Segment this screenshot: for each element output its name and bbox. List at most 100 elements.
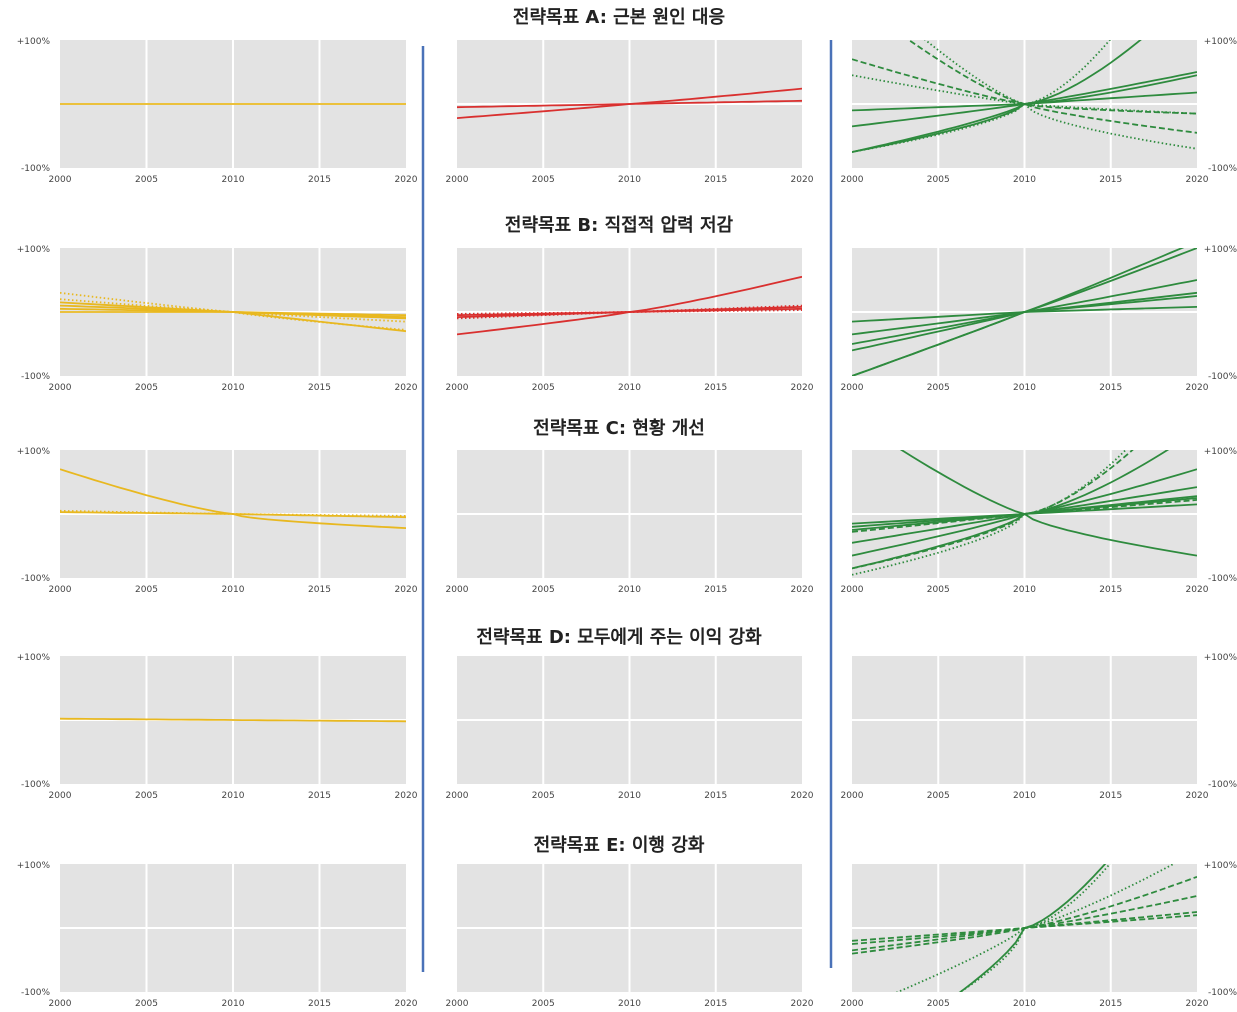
series-group bbox=[457, 275, 802, 336]
x-tick-label: 2000 bbox=[49, 999, 72, 1009]
x-tick-label: 2005 bbox=[927, 791, 950, 801]
x-tick-label: 2015 bbox=[308, 791, 331, 801]
x-tick-label: 2000 bbox=[446, 383, 469, 393]
panel-C-3: 2000 2005 2010 2015 2020 +100% -100% bbox=[841, 447, 1237, 595]
x-tick-label: 2010 bbox=[222, 175, 245, 185]
x-tick-label: 2015 bbox=[1099, 175, 1122, 185]
y-bottom-label: -100% bbox=[1208, 372, 1237, 382]
series-line bbox=[852, 40, 1112, 153]
x-tick-label: 2020 bbox=[1186, 791, 1209, 801]
series-line bbox=[60, 717, 406, 723]
y-top-label: +100% bbox=[17, 653, 51, 663]
series-group bbox=[60, 717, 406, 723]
series-group bbox=[852, 864, 1197, 992]
x-tick-label: 2005 bbox=[135, 585, 158, 595]
x-tick-label: 2010 bbox=[222, 791, 245, 801]
x-tick-label: 2000 bbox=[841, 175, 864, 185]
x-tick-label: 2010 bbox=[1013, 175, 1036, 185]
x-tick-label: 2020 bbox=[791, 585, 814, 595]
series-line bbox=[60, 298, 406, 323]
x-tick-label: 2005 bbox=[532, 175, 555, 185]
x-tick-label: 2005 bbox=[532, 585, 555, 595]
panel-A-1: 2000 2005 2010 2015 2020 +100% -100% bbox=[17, 37, 418, 185]
x-tick-label: 2020 bbox=[1186, 383, 1209, 393]
series-group bbox=[60, 468, 406, 529]
panel-A-3: 2000 2005 2010 2015 2020 +100% -100% bbox=[841, 37, 1237, 185]
x-tick-label: 2005 bbox=[927, 585, 950, 595]
panel-B-2: 2000 2005 2010 2015 2020 bbox=[446, 248, 814, 393]
x-tick-label: 2020 bbox=[791, 791, 814, 801]
y-bottom-label: -100% bbox=[21, 988, 50, 998]
x-tick-label: 2015 bbox=[704, 383, 727, 393]
row-title: 전략목표 E: 이행 강화 bbox=[534, 835, 705, 856]
row-title: 전략목표 D: 모두에게 주는 이익 강화 bbox=[476, 627, 762, 648]
y-bottom-label: -100% bbox=[21, 574, 50, 584]
x-tick-label: 2020 bbox=[395, 999, 418, 1009]
series-line bbox=[457, 87, 802, 119]
x-tick-label: 2005 bbox=[532, 791, 555, 801]
y-bottom-label: -100% bbox=[21, 164, 50, 174]
panel-D-1: 2000 2005 2010 2015 2020 +100% -100% bbox=[17, 653, 418, 801]
x-tick-label: 2000 bbox=[841, 383, 864, 393]
x-tick-label: 2000 bbox=[446, 791, 469, 801]
x-tick-label: 2000 bbox=[841, 791, 864, 801]
x-tick-label: 2000 bbox=[49, 585, 72, 595]
y-top-label: +100% bbox=[17, 37, 51, 47]
x-tick-label: 2015 bbox=[704, 999, 727, 1009]
x-tick-label: 2015 bbox=[308, 175, 331, 185]
panel-D-2: 2000 2005 2010 2015 2020 bbox=[446, 656, 814, 801]
x-tick-label: 2020 bbox=[395, 175, 418, 185]
x-tick-label: 2000 bbox=[49, 383, 72, 393]
series-group bbox=[852, 248, 1197, 376]
panel-E-2: 2000 2005 2010 2015 2020 bbox=[446, 864, 814, 1009]
panel-D-3: 2000 2005 2010 2015 2020 +100% -100% bbox=[841, 653, 1237, 801]
x-tick-label: 2020 bbox=[791, 383, 814, 393]
x-tick-label: 2010 bbox=[1013, 999, 1036, 1009]
y-top-label: +100% bbox=[17, 447, 51, 457]
x-tick-label: 2005 bbox=[927, 175, 950, 185]
y-top-label: +100% bbox=[1204, 861, 1237, 871]
panel-B-3: 2000 2005 2010 2015 2020 +100% -100% bbox=[841, 245, 1237, 393]
x-tick-label: 2010 bbox=[618, 999, 641, 1009]
x-tick-label: 2000 bbox=[446, 175, 469, 185]
x-tick-label: 2005 bbox=[927, 999, 950, 1009]
x-tick-label: 2005 bbox=[927, 383, 950, 393]
y-bottom-label: -100% bbox=[1208, 780, 1237, 790]
y-bottom-label: -100% bbox=[1208, 988, 1237, 998]
x-tick-label: 2015 bbox=[1099, 585, 1122, 595]
x-tick-label: 2005 bbox=[532, 383, 555, 393]
y-top-label: +100% bbox=[1204, 37, 1237, 47]
x-tick-label: 2010 bbox=[618, 175, 641, 185]
x-tick-label: 2015 bbox=[704, 585, 727, 595]
y-top-label: +100% bbox=[1204, 653, 1237, 663]
x-tick-label: 2015 bbox=[704, 791, 727, 801]
x-tick-label: 2000 bbox=[49, 175, 72, 185]
x-tick-label: 2000 bbox=[49, 791, 72, 801]
x-tick-label: 2010 bbox=[618, 791, 641, 801]
series-group bbox=[457, 87, 802, 119]
series-line bbox=[923, 40, 1197, 150]
x-tick-label: 2010 bbox=[222, 999, 245, 1009]
row-title: 전략목표 B: 직접적 압력 저감 bbox=[505, 215, 734, 236]
y-bottom-label: -100% bbox=[1208, 574, 1237, 584]
x-tick-label: 2010 bbox=[1013, 383, 1036, 393]
y-bottom-label: -100% bbox=[1208, 164, 1237, 174]
panel-C-2: 2000 2005 2010 2015 2020 bbox=[446, 450, 814, 595]
panel-C-1: 2000 2005 2010 2015 2020 +100% -100% bbox=[17, 447, 418, 595]
series-line bbox=[895, 864, 1176, 992]
series-line bbox=[852, 58, 1197, 134]
x-tick-label: 2015 bbox=[704, 175, 727, 185]
series-line bbox=[852, 248, 1197, 376]
y-top-label: +100% bbox=[17, 245, 51, 255]
x-tick-label: 2020 bbox=[791, 999, 814, 1009]
series-group bbox=[852, 40, 1197, 153]
panel-B-1: 2000 2005 2010 2015 2020 +100% -100% bbox=[17, 245, 418, 393]
y-top-label: +100% bbox=[1204, 245, 1237, 255]
series-group bbox=[852, 450, 1197, 576]
y-bottom-label: -100% bbox=[21, 780, 50, 790]
y-top-label: +100% bbox=[17, 861, 51, 871]
x-tick-label: 2015 bbox=[308, 999, 331, 1009]
x-tick-label: 2005 bbox=[135, 791, 158, 801]
panel-E-3: 2000 2005 2010 2015 2020 +100% -100% bbox=[841, 861, 1237, 1009]
